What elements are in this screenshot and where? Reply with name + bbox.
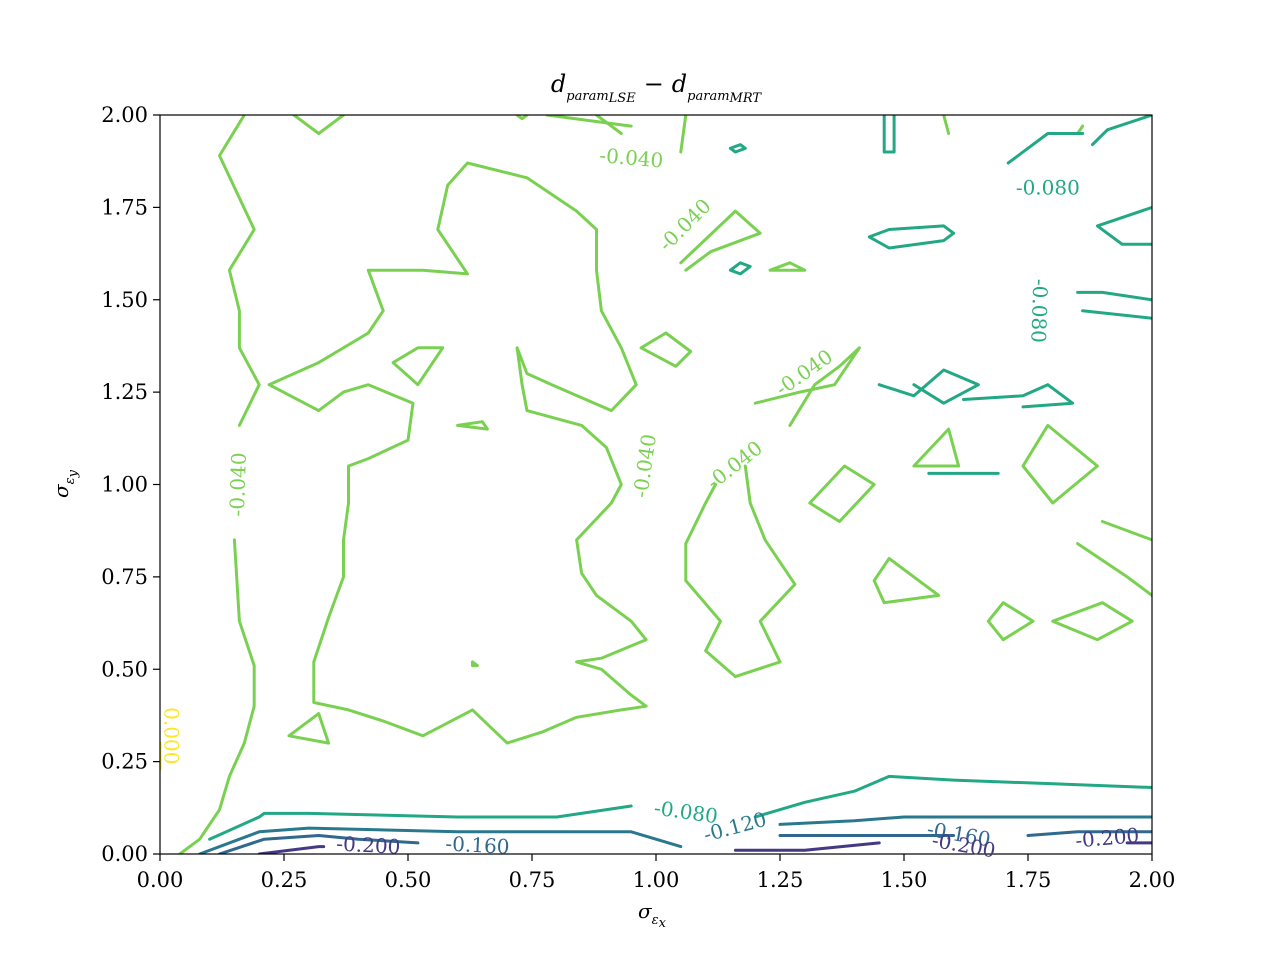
x-tick-label: 1.25 — [757, 868, 804, 892]
contour-line-neg0.040-22 — [1076, 542, 1152, 597]
contour-line-neg0.040-5 — [456, 420, 489, 431]
contour-line-neg0.080-41 — [1076, 290, 1152, 302]
contour-label-neg0.160: -0.160 — [445, 831, 510, 858]
y-axis-label: σεy — [49, 469, 81, 498]
contour-line-neg0.080-37 — [882, 115, 896, 154]
title-minus: − — [644, 70, 664, 98]
contour-line-neg0.080-36 — [728, 261, 752, 276]
contour-line-neg0.040-3 — [287, 712, 331, 745]
x-tick-label: 0.50 — [385, 868, 432, 892]
contour-line-neg0.040-8 — [515, 115, 529, 121]
contour-line-neg0.080-29 — [208, 804, 633, 841]
y-tick-label: 1.50 — [101, 288, 148, 312]
y-tick-label: 1.75 — [101, 195, 148, 219]
contour-line-neg0.040-13 — [768, 261, 807, 272]
contour-line-neg0.040-18 — [808, 464, 876, 523]
x-axis-label-subscript: ε — [652, 913, 659, 928]
y-tick-label: 0.25 — [101, 750, 148, 774]
contour-label-neg0.040: -0.040 — [598, 143, 664, 172]
contour-line-neg0.160-47 — [1026, 830, 1152, 837]
x-axis-label-symbol: σ — [638, 899, 653, 923]
contour-line-neg0.040-9 — [679, 209, 762, 272]
x-axis-label: σεx — [638, 899, 667, 931]
contour-line-neg0.040-1 — [218, 115, 261, 427]
x-axis-label-subsubscript: x — [659, 916, 667, 931]
contour-line-neg0.040-2 — [267, 161, 648, 745]
contour-line-neg0.080-30 — [753, 774, 1152, 819]
contour-label-neg0.080: -0.080 — [1026, 278, 1052, 343]
x-tick-label: 1.00 — [633, 868, 680, 892]
contour-label-0.000: 0.000 — [159, 707, 183, 764]
contour-line-neg0.120-43 — [198, 826, 683, 854]
y-tick-label: 1.25 — [101, 380, 148, 404]
y-tick-label: 2.00 — [101, 103, 148, 127]
y-tick-label: 0.00 — [101, 842, 148, 866]
contour-line-neg0.080-35 — [728, 143, 747, 154]
contour-line-neg0.040-15 — [753, 346, 861, 427]
title-term-a-subscript: param — [566, 89, 608, 104]
title-term-b: d — [672, 70, 687, 98]
x-tick-label: 1.50 — [881, 868, 928, 892]
x-tick-label: 1.75 — [1005, 868, 1052, 892]
x-axis: 0.00 0.25 0.50 0.75 1.00 1.25 1.50 1.75 2.00 — [137, 854, 1176, 892]
contour-line-neg0.040-0 — [178, 538, 256, 854]
contour-line-neg0.040-14 — [639, 331, 693, 368]
contour-label-neg0.080: -0.080 — [1016, 175, 1080, 199]
contour-label-neg0.200: -0.200 — [336, 831, 401, 858]
contour-line-neg0.120-44 — [778, 815, 1152, 826]
contour-line-neg0.040-4 — [391, 346, 445, 387]
contour-line-neg0.040-27 — [942, 115, 951, 135]
contour-line-neg0.040-24 — [986, 601, 1035, 642]
contour-line-neg0.040-10 — [679, 115, 688, 154]
contour-line-neg0.040-25 — [1051, 601, 1134, 642]
y-axis-label-subsubscript: y — [66, 469, 81, 478]
contour-line-neg0.080-39 — [1091, 115, 1152, 147]
contour-line-neg0.080-38 — [1006, 132, 1085, 165]
contour-line-neg0.040-7 — [292, 115, 345, 135]
chart-title: dparamLSE− dparamMRT — [551, 70, 763, 106]
x-tick-label: 2.00 — [1129, 868, 1176, 892]
contour-line-neg0.040-17 — [684, 464, 797, 679]
y-axis-label-subscript: ε — [63, 477, 78, 484]
contour-line-neg0.040-23 — [1100, 520, 1152, 542]
contour-line-neg0.040-21 — [1021, 423, 1099, 505]
y-tick-label: 1.00 — [101, 473, 148, 497]
contour-line-neg0.080-40 — [1095, 205, 1152, 246]
contour-label-neg0.040: -0.040 — [225, 452, 251, 517]
contour-line-neg0.080-31 — [877, 368, 980, 405]
contour-line-neg0.040-19 — [872, 556, 941, 605]
contour-line-neg0.040-16 — [684, 483, 717, 546]
contour-line-neg0.080-34 — [867, 224, 956, 250]
contour-line-neg0.040-6 — [471, 660, 479, 668]
title-term-a-subsubscript: LSE — [608, 91, 637, 106]
x-tick-label: 0.75 — [509, 868, 556, 892]
y-axis: 0.00 0.25 0.50 0.75 1.00 1.25 1.50 1.75 2.00 — [101, 103, 160, 866]
x-tick-label: 0.25 — [261, 868, 308, 892]
title-term-b-subsubscript: MRT — [729, 91, 763, 106]
y-tick-label: 0.50 — [101, 657, 148, 681]
contour-label-neg0.200: -0.200 — [1074, 823, 1140, 852]
contour-line-neg0.160-45 — [218, 834, 420, 854]
x-tick-label: 0.00 — [137, 868, 184, 892]
contour-line-neg0.200-49 — [733, 841, 881, 852]
contour-line-neg0.080-33 — [962, 383, 1075, 409]
y-axis-label-symbol: σ — [49, 483, 73, 498]
contour-line-neg0.040-20 — [912, 427, 961, 468]
y-tick-label: 0.75 — [101, 565, 148, 589]
contour-line-neg0.200-48 — [257, 845, 326, 854]
title-term-a: d — [551, 70, 566, 98]
title-term-b-subscript: param — [687, 89, 729, 104]
contour-lines — [160, 115, 1152, 854]
contour-line-neg0.040-12 — [545, 115, 633, 128]
contour-line-neg0.080-42 — [1081, 309, 1152, 320]
